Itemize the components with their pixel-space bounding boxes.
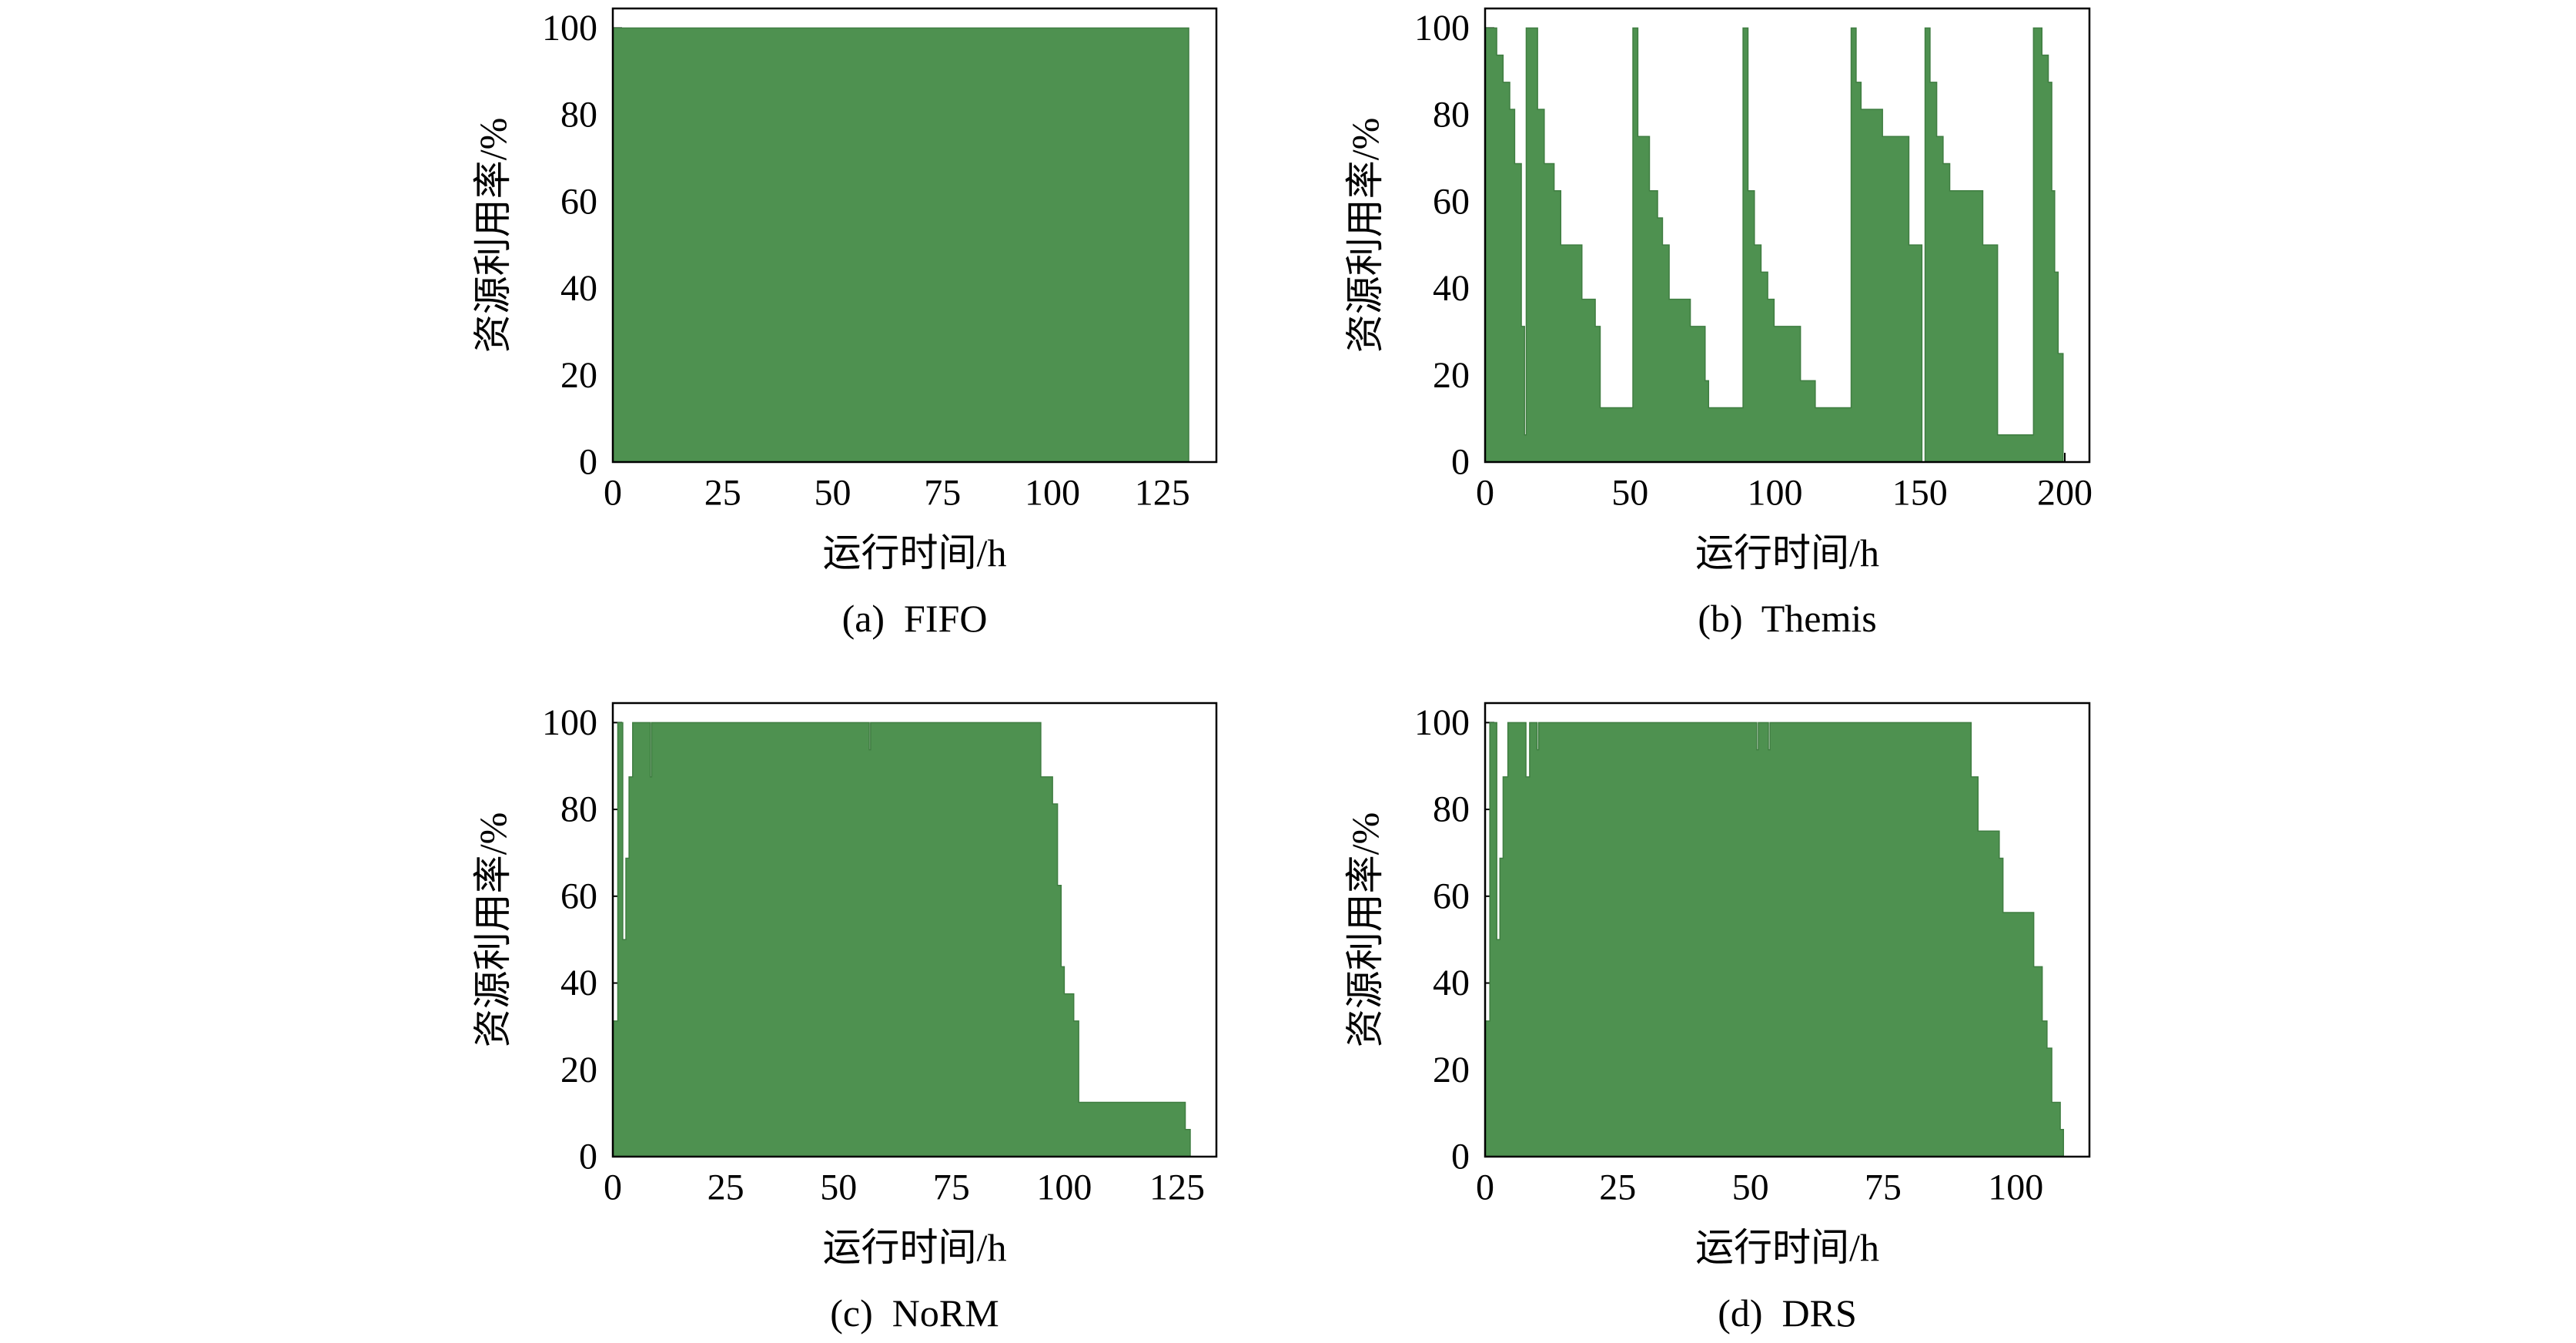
y-tick-label: 60 — [1433, 876, 1470, 916]
y-tick-label: 80 — [560, 95, 597, 136]
utilization-area — [1484, 27, 2064, 463]
y-tick-label: 0 — [579, 442, 597, 483]
utilization-area — [612, 27, 1189, 463]
y-tick-label: 20 — [560, 1050, 597, 1090]
x-tick-label: 75 — [924, 473, 961, 514]
y-tick-label: 40 — [1433, 268, 1470, 309]
y-tick-label: 0 — [1451, 1137, 1470, 1177]
y-tick-label: 40 — [560, 268, 597, 309]
x-tick-label: 100 — [1747, 473, 1802, 514]
x-tick-label: 100 — [1988, 1167, 2043, 1208]
x-tick-label: 0 — [1476, 1167, 1494, 1208]
y-tick-label: 0 — [1451, 442, 1470, 483]
x-tick-label: 100 — [1025, 473, 1080, 514]
panel-themis: 0 20 40 60 80 100 0 50 100 150 200 资源利用率/% 运行时间/h (b)… — [1343, 7, 2093, 640]
x-tick-label: 50 — [815, 473, 851, 514]
plot-frame — [611, 7, 1218, 464]
x-tick-label: 150 — [1892, 473, 1948, 514]
x-tick-label: 25 — [708, 1167, 744, 1208]
x-tick-label: 75 — [1865, 1167, 1902, 1208]
y-tick-label: 60 — [560, 876, 597, 916]
panel-caption: (b) Themis — [1698, 597, 1876, 640]
x-tick-label: 100 — [1036, 1167, 1092, 1208]
panel-caption: (c) NoRM — [830, 1291, 999, 1335]
panel-norm: 0 20 40 60 80 100 0 25 50 75 100 125 资源利用率/% 运行时间/h (c… — [471, 702, 1218, 1335]
x-tick-label: 25 — [1599, 1167, 1636, 1208]
utilization-area — [1484, 722, 2064, 1157]
y-tick-label: 40 — [1433, 963, 1470, 1003]
x-axis-label: 运行时间/h — [823, 531, 1007, 574]
panel-caption: (a) FIFO — [842, 597, 988, 640]
y-tick-label: 80 — [560, 789, 597, 830]
y-tick-label: 100 — [1414, 8, 1470, 49]
y-tick-label: 100 — [542, 702, 597, 743]
y-axis-label: 资源利用率/% — [471, 812, 514, 1048]
plot-frame — [611, 702, 1218, 1158]
utilization-area — [612, 722, 1191, 1157]
x-tick-label: 50 — [820, 1167, 857, 1208]
panel-caption: (d) DRS — [1718, 1291, 1857, 1335]
x-axis-label: 运行时间/h — [1695, 1226, 1879, 1269]
y-tick-label: 80 — [1433, 95, 1470, 136]
plot-frame — [1484, 7, 2091, 464]
y-tick-label: 100 — [1414, 702, 1470, 743]
x-tick-label: 75 — [933, 1167, 970, 1208]
y-tick-label: 80 — [1433, 789, 1470, 830]
x-tick-label: 0 — [604, 1167, 622, 1208]
y-tick-label: 40 — [560, 963, 597, 1003]
y-axis-label: 资源利用率/% — [1343, 118, 1387, 353]
panel-drs: 0 20 40 60 80 100 0 25 50 75 100 资源利用率/% 运行时间/h (d) D… — [1343, 702, 2091, 1335]
x-tick-label: 125 — [1149, 1167, 1205, 1208]
panel-fifo: 0 20 40 60 80 100 0 25 50 75 100 125 资源利用率/% 运行时间/h (a… — [471, 7, 1218, 640]
x-tick-label: 25 — [704, 473, 741, 514]
y-axis-label: 资源利用率/% — [1343, 812, 1387, 1048]
x-tick-label: 200 — [2037, 473, 2093, 514]
x-tick-label: 0 — [1476, 473, 1494, 514]
plot-frame — [1484, 702, 2091, 1158]
y-tick-label: 100 — [542, 8, 597, 49]
y-tick-label: 60 — [560, 181, 597, 222]
x-tick-label: 50 — [1732, 1167, 1769, 1208]
x-axis-label: 运行时间/h — [1695, 531, 1879, 574]
y-axis-label: 资源利用率/% — [471, 118, 514, 353]
y-tick-label: 20 — [1433, 355, 1470, 396]
y-tick-label: 0 — [579, 1137, 597, 1177]
x-tick-label: 0 — [604, 473, 622, 514]
y-tick-label: 20 — [1433, 1050, 1470, 1090]
y-tick-label: 60 — [1433, 181, 1470, 222]
x-tick-label: 50 — [1611, 473, 1648, 514]
y-tick-label: 20 — [560, 355, 597, 396]
x-axis-label: 运行时间/h — [823, 1226, 1007, 1269]
x-tick-label: 125 — [1135, 473, 1190, 514]
